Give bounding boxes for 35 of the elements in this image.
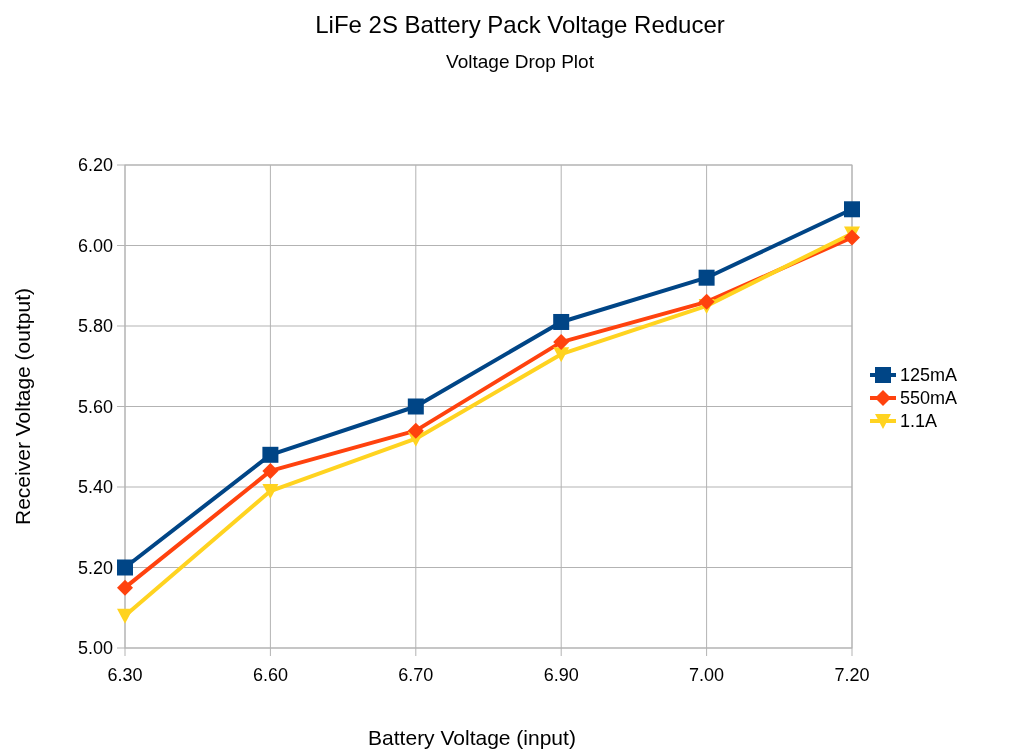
y-tick-label: 6.20 (77, 155, 113, 176)
x-tick-label: 6.70 (398, 665, 434, 685)
x-tick-label: 6.60 (252, 665, 288, 685)
point (407, 422, 424, 439)
x-tick-label: 7.20 (834, 665, 870, 685)
point (553, 313, 570, 330)
point (117, 579, 133, 596)
point (117, 559, 133, 576)
point (117, 608, 133, 624)
point (698, 293, 715, 310)
chart-title: LiFe 2S Battery Pack Voltage Reducer (315, 11, 725, 38)
point (698, 269, 715, 286)
chart-subtitle: Voltage Drop Plot (446, 51, 595, 72)
y-tick-label: 5.80 (77, 316, 113, 337)
point (262, 484, 279, 500)
x-axis-title: Battery Voltage (input) (368, 726, 576, 749)
point (844, 229, 860, 246)
y-tick-label: 5.00 (77, 638, 113, 659)
point (407, 398, 424, 415)
x-tick-label: 6.90 (543, 665, 579, 685)
point (262, 446, 279, 463)
x-tick-label: 6.30 (107, 665, 143, 685)
point (553, 347, 570, 363)
y-tick-label: 5.20 (77, 557, 113, 578)
point (844, 201, 860, 218)
legend-label: 125mA (900, 365, 958, 386)
legend-label: 550mA (900, 388, 958, 409)
point (262, 462, 279, 479)
x-tick-label: 7.00 (689, 665, 725, 685)
y-tick-label: 6.00 (77, 235, 113, 256)
y-tick-label: 5.60 (77, 396, 113, 417)
y-tick-label: 5.40 (77, 477, 113, 498)
legend-label: 1.1A (900, 411, 938, 432)
y-axis-title: Receiver Voltage (output) (11, 288, 34, 525)
point (553, 334, 570, 351)
